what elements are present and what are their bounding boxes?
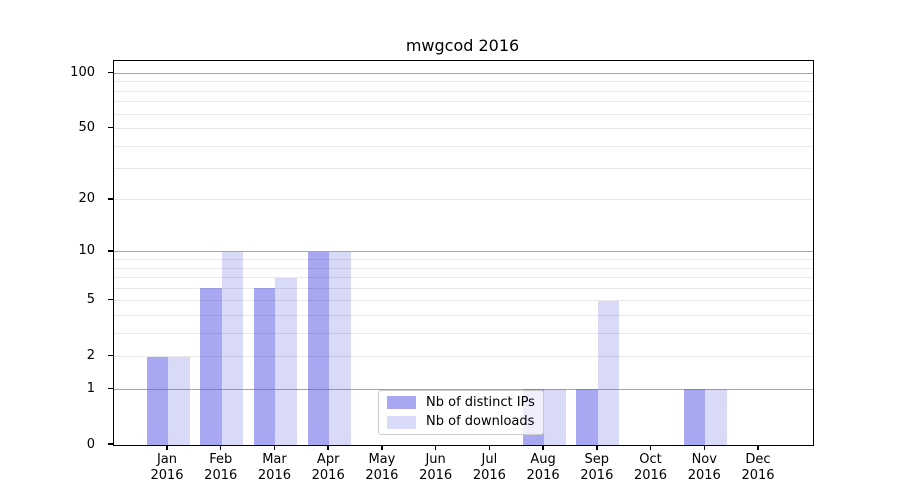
x-tick-label: Dec 2016	[741, 452, 775, 483]
bar-distinct-ips	[576, 389, 598, 445]
bar-distinct-ips	[683, 389, 706, 445]
gridline-minor	[114, 168, 813, 170]
x-tick-mark	[649, 445, 652, 450]
legend-label: Nb of distinct IPs	[426, 394, 535, 410]
bar-distinct-ips	[253, 288, 276, 445]
gridline-minor	[114, 199, 813, 201]
x-tick-label: Sep 2016	[580, 452, 614, 483]
x-tick-mark	[757, 445, 759, 450]
x-tick-label: Oct 2016	[633, 452, 668, 483]
x-tick-mark	[166, 445, 168, 450]
y-tick-mark	[108, 443, 113, 445]
gridline-minor	[114, 128, 813, 130]
y-tick-mark	[108, 250, 113, 252]
x-tick-label: Aug 2016	[526, 452, 560, 483]
x-tick-label: Jun 2016	[419, 452, 453, 483]
bar-distinct-ips	[146, 356, 168, 445]
x-tick-label: Jan 2016	[150, 452, 184, 483]
gridline-minor	[114, 101, 813, 103]
y-tick-mark	[108, 126, 113, 129]
y-tick-label: 50	[78, 120, 95, 136]
gridline-minor	[114, 356, 813, 358]
x-tick-label: Jul 2016	[472, 452, 506, 483]
x-tick-mark	[488, 445, 491, 450]
gridline-major	[114, 73, 813, 75]
gridline-minor	[114, 113, 813, 115]
x-tick-mark	[220, 445, 222, 450]
bar-downloads	[544, 389, 566, 445]
gridline-major	[114, 251, 813, 253]
x-tick-mark	[703, 445, 705, 450]
y-tick-mark	[108, 387, 113, 389]
y-tick-label: 100	[70, 65, 95, 81]
bar-downloads	[275, 277, 297, 445]
x-tick-mark	[542, 445, 544, 450]
x-tick-label: Mar 2016	[257, 452, 291, 483]
x-tick-label: Nov 2016	[687, 452, 721, 483]
bar-distinct-ips	[307, 251, 330, 445]
legend-swatch-distinct-ips	[387, 396, 416, 410]
bar-downloads	[168, 356, 190, 445]
x-tick-mark	[434, 445, 437, 450]
y-tick-label: 1	[86, 380, 95, 396]
x-tick-label: May 2016	[365, 452, 399, 483]
plot-area: Nb of distinct IPs Nb of downloads	[113, 60, 814, 446]
y-tick-label: 2	[86, 348, 95, 364]
x-tick-mark	[596, 445, 598, 450]
y-tick-mark	[108, 198, 113, 200]
gridline-minor	[114, 267, 813, 269]
x-tick-mark	[273, 445, 276, 450]
y-tick-mark	[108, 354, 113, 357]
y-tick-mark	[108, 299, 113, 301]
gridline-minor	[114, 287, 813, 289]
gridline-minor	[114, 314, 813, 316]
bar-downloads	[597, 300, 620, 445]
legend-item: Nb of distinct IPs	[387, 393, 535, 413]
bar-downloads	[705, 389, 727, 445]
gridline-minor	[114, 81, 813, 83]
bar-downloads	[221, 251, 244, 445]
y-tick-label: 20	[78, 191, 95, 207]
x-tick-label: Feb 2016	[204, 452, 238, 483]
y-tick-label: 0	[86, 436, 95, 452]
gridline-major	[114, 388, 813, 390]
legend-label: Nb of downloads	[426, 414, 535, 430]
legend-swatch-downloads	[387, 415, 416, 429]
gridline-minor	[114, 277, 813, 279]
x-tick-label: Apr 2016	[311, 452, 345, 483]
legend: Nb of distinct IPs Nb of downloads	[378, 390, 544, 435]
chart-title: mwgcod 2016	[405, 36, 520, 55]
bar-distinct-ips	[200, 288, 222, 445]
gridline-minor	[114, 332, 813, 334]
x-tick-mark	[327, 445, 329, 450]
x-tick-mark	[381, 445, 383, 450]
gridline-minor	[114, 300, 813, 302]
y-tick-label: 10	[78, 243, 95, 259]
bar-downloads	[329, 251, 351, 445]
gridline-minor	[114, 145, 813, 147]
y-tick-mark	[108, 71, 113, 74]
gridline-minor	[114, 90, 813, 92]
y-tick-label: 5	[86, 292, 95, 308]
gridline-minor	[114, 259, 813, 261]
legend-item: Nb of downloads	[387, 413, 535, 433]
